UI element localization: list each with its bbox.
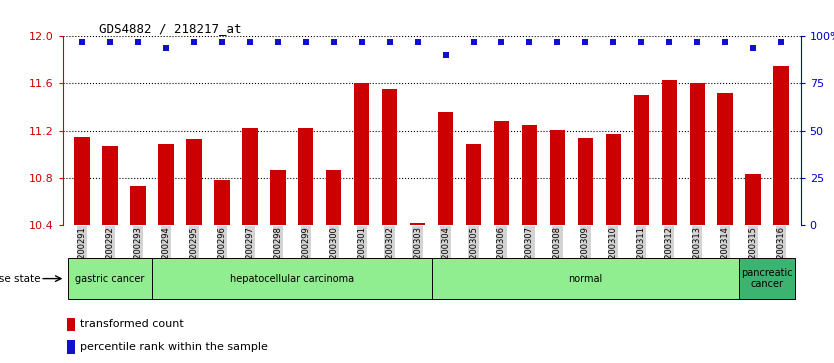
Point [355,39,369,45]
Bar [438,112,453,225]
Text: disease state: disease state [0,274,40,284]
Text: percentile rank within the sample: percentile rank within the sample [80,342,268,352]
Point [746,45,760,50]
Point [523,39,536,45]
Text: hepatocellular carcinoma: hepatocellular carcinoma [229,274,354,284]
Bar [130,186,146,225]
Bar [746,174,761,225]
Bar [717,93,733,225]
Point [327,39,340,45]
Bar [67,318,75,331]
Bar [103,146,118,225]
Text: transformed count: transformed count [80,319,183,330]
Bar [354,83,369,225]
Bar [466,144,481,225]
Point [75,39,88,45]
Text: normal: normal [568,274,602,284]
Bar [550,130,565,225]
Bar [214,180,229,225]
Bar [152,258,432,299]
Bar [326,170,341,225]
Bar [494,121,510,225]
Bar [298,129,314,225]
Point [662,39,676,45]
Point [579,39,592,45]
Bar [739,258,795,299]
Bar [67,340,75,354]
Bar [186,139,202,225]
Bar [578,138,593,225]
Text: pancreatic
cancer: pancreatic cancer [741,268,793,289]
Point [383,39,396,45]
Bar [68,258,152,299]
Bar [634,95,649,225]
Point [467,39,480,45]
Bar [432,258,739,299]
Text: GDS4882 / 218217_at: GDS4882 / 218217_at [99,22,242,35]
Bar [270,170,285,225]
Point [215,39,229,45]
Point [635,39,648,45]
Point [606,39,620,45]
Point [103,39,117,45]
Bar [410,223,425,225]
Point [550,39,564,45]
Point [299,39,313,45]
Bar [74,136,90,225]
Point [691,39,704,45]
Point [495,39,508,45]
Bar [242,129,258,225]
Point [188,39,201,45]
Bar [158,144,173,225]
Point [718,39,731,45]
Point [439,52,452,58]
Point [132,39,145,45]
Bar [690,83,705,225]
Point [271,39,284,45]
Bar [605,134,621,225]
Point [411,39,425,45]
Bar [382,89,397,225]
Point [159,45,173,50]
Bar [522,125,537,225]
Point [775,39,788,45]
Point [244,39,257,45]
Text: gastric cancer: gastric cancer [75,274,145,284]
Bar [661,80,677,225]
Bar [773,66,789,225]
